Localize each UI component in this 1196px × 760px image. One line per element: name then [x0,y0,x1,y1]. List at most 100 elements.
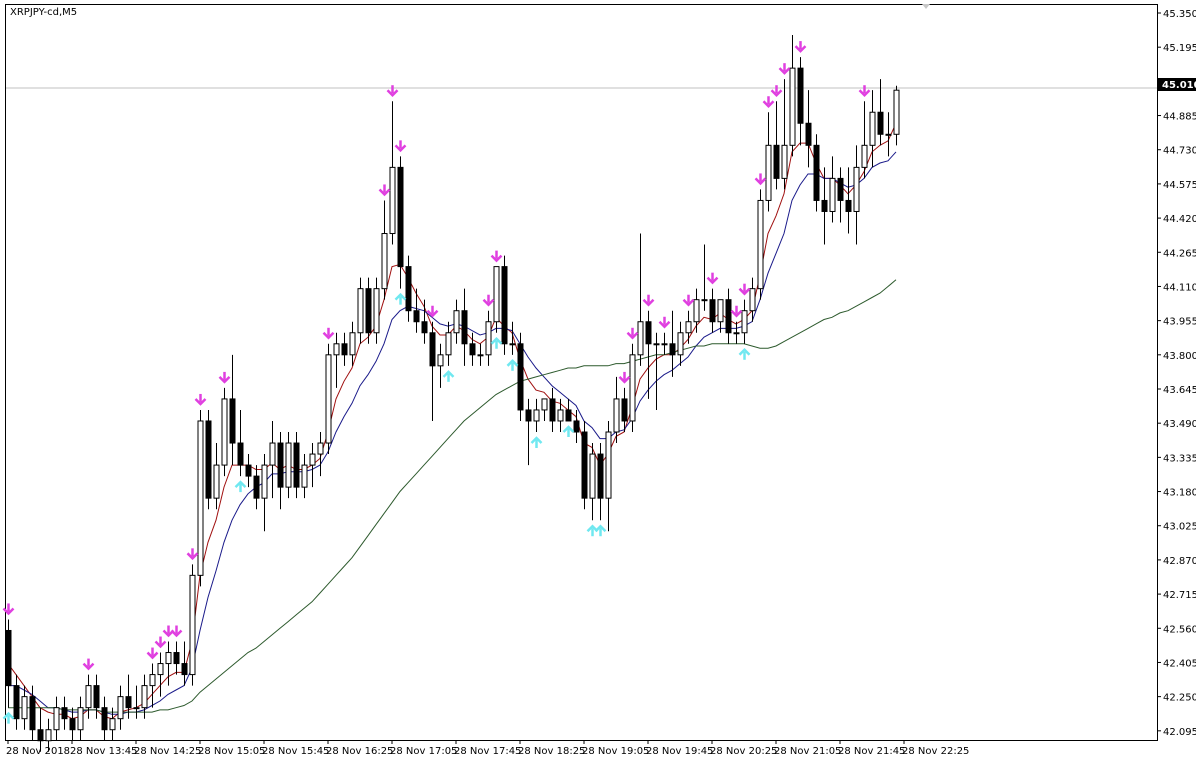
candle [893,85,900,146]
x-tick-label: 28 Nov 18:25 [518,746,585,757]
sell-signal-arrow-icon [482,294,495,307]
candle [253,465,260,510]
candle [133,685,140,719]
candle [589,443,596,521]
candle [365,277,372,344]
candle [269,420,276,499]
candle [333,332,340,388]
candle-body-bullish [869,111,876,146]
y-tick-label: 42.405 [1163,658,1196,669]
candle-body-bullish [333,343,340,356]
x-tick-label: 28 Nov 15:45 [262,746,329,757]
arrow-head [626,331,639,340]
candle [485,310,492,366]
sell-signal-arrow-icon [154,636,167,649]
candle-body-bearish [29,696,36,731]
candle-body-bearish [573,420,580,433]
candle-body-bearish [469,343,476,356]
arrow-head [530,436,543,444]
candle [861,101,868,179]
candle-body-bullish [373,288,380,334]
sell-signal-arrow-icon [682,294,695,307]
sell-signal-arrow-icon [194,393,207,406]
candle-body-bearish [517,343,524,411]
candle [293,432,300,499]
y-tick-label: 43.800 [1163,351,1196,362]
candle [101,696,108,741]
candle [453,299,460,344]
candle-body-bearish [37,729,44,742]
sell-signal-arrow-icon [146,647,159,660]
y-tick-label: 45.195 [1163,43,1196,54]
candle-body-bearish [181,663,188,676]
candle [733,321,740,344]
buy-signal-arrow-icon [530,436,543,449]
candle-body-bullish [733,332,740,335]
arrow-head [594,524,607,533]
sell-signal-arrow-icon [658,316,671,329]
candles [5,35,900,752]
y-tick-label: 43.180 [1163,488,1196,499]
candle [429,321,436,421]
sell-signal-arrow-icon [426,305,439,318]
candle-body-bullish [477,354,484,357]
candle [565,398,572,422]
candle [445,321,452,366]
candle-body-bullish [149,674,156,687]
x-tick-label: 28 Nov 19:05 [582,746,649,757]
candle [309,443,316,488]
candle [701,244,708,311]
candle-body-bearish [621,398,628,422]
candle [693,288,700,333]
candle [877,79,884,146]
arrow-head [738,348,751,356]
candle-body-bearish [341,343,348,356]
x-tick-label: 28 Nov 17:45 [454,746,521,757]
sell-signal-arrow-icon [378,184,391,197]
candle-body-bearish [237,442,244,466]
candle-body-bearish [405,266,412,312]
moving-average-line [7,123,897,720]
candle [53,696,60,741]
arrow-head [394,144,407,153]
candle [741,299,748,344]
buy-signal-arrow-icon [394,292,407,305]
candle-body-bullish [389,166,396,235]
sell-signal-arrow-icon [794,41,807,53]
arrow-head [186,552,199,561]
candle [501,255,508,355]
arrow-head [618,376,631,384]
candle [229,354,236,466]
candle-body-bearish [773,144,780,179]
arrow-head [754,177,767,186]
candle [477,343,484,366]
x-tick-label: 28 Nov 14:25 [134,746,201,757]
sell-signal-arrow-icon [386,85,399,97]
buy-signal-arrow-icon [2,711,15,724]
sell-signal-arrow-icon [82,658,95,671]
arrow-head [234,480,247,488]
buy-signal-arrow-icon [442,370,455,382]
buy-signal-arrow-icon [234,480,247,493]
sell-signal-arrow-icon [490,250,503,263]
candle-body-bearish [645,321,652,345]
candle [757,189,764,300]
sell-signal-arrow-icon [642,294,655,307]
arrow-head [682,298,695,307]
candle [237,409,244,477]
arrow-head [386,89,399,97]
candle [77,696,84,741]
candle [357,277,364,344]
y-tick-label: 42.095 [1163,727,1196,738]
y-tick-label: 45.350 [1163,9,1196,20]
candle-body-bearish [5,629,12,687]
candle [517,332,524,421]
y-tick-label: 42.870 [1163,556,1196,567]
candle-body-bullish [829,177,836,212]
candle-body-bearish [245,464,252,477]
candle-body-bearish [293,442,300,488]
candle-body-bullish [77,707,84,731]
arrow-head [394,292,407,301]
candle [421,299,428,344]
